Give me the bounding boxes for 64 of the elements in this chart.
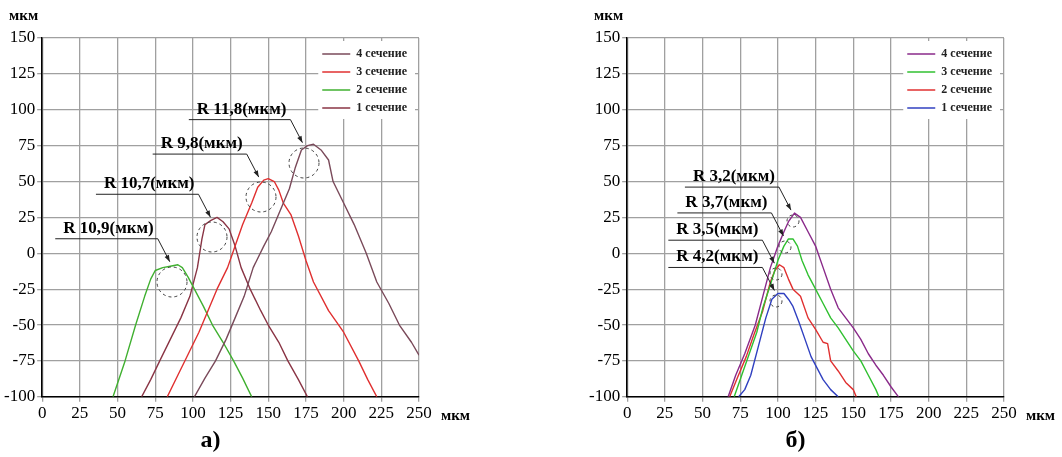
y-axis-title: мкм	[594, 7, 624, 24]
x-tick-label: 100	[180, 403, 206, 423]
x-axis-title: мкм	[441, 406, 471, 423]
y-tick-label: -100	[588, 386, 621, 406]
x-tick-label: 150	[255, 403, 282, 423]
x-tick-label: 225	[368, 403, 395, 423]
x-tick-label: 75	[146, 403, 164, 423]
y-tick-label: 100	[594, 99, 621, 119]
y-tick-label: 125	[594, 63, 621, 83]
x-tick-label: 75	[731, 403, 749, 423]
legend-label: 4 сечение	[356, 46, 408, 61]
y-tick-label: 125	[9, 63, 36, 83]
legend-label: 3 сечение	[941, 64, 993, 79]
y-tick-label: 100	[9, 99, 36, 119]
y-tick-label: 0	[611, 242, 621, 262]
x-tick-label: 125	[217, 403, 244, 423]
y-tick-label: -50	[12, 314, 36, 334]
y-tick-label: -100	[3, 386, 36, 406]
annotation: R 9,8(мкм)	[160, 132, 243, 152]
x-tick-label: 25	[656, 403, 674, 423]
annotation: R 3,2(мкм)	[692, 165, 775, 185]
y-tick-label: 25	[603, 206, 621, 226]
y-tick-label: -25	[12, 278, 36, 298]
x-tick-label: 25	[71, 403, 89, 423]
legend-label: 3 сечение	[356, 64, 408, 79]
y-tick-label: -75	[597, 350, 621, 370]
legend-label: 1 сечение	[356, 100, 408, 115]
x-axis-title: мкм	[1026, 406, 1056, 423]
annotation: R 4,2(мкм)	[676, 246, 759, 266]
text: б)	[785, 425, 806, 452]
x-tick-label: 50	[109, 403, 127, 423]
x-tick-label: 200	[330, 403, 357, 423]
y-tick-label: 50	[603, 170, 621, 190]
legend-label: 4 сечение	[941, 46, 993, 61]
x-tick-label: 175	[293, 403, 319, 423]
legend-label: 1 сечение	[941, 100, 993, 115]
legend-label: 2 сечение	[941, 82, 993, 97]
x-tick-label: 250	[406, 403, 432, 423]
annotation: R 11,8(мкм)	[196, 98, 287, 118]
x-tick-label: 225	[953, 403, 980, 423]
x-tick-label: 175	[878, 403, 904, 423]
y-tick-label: 150	[9, 27, 36, 47]
text: а)	[200, 425, 221, 452]
y-axis-title: мкм	[9, 7, 39, 24]
y-tick-label: 75	[18, 135, 36, 155]
annotation: R 10,9(мкм)	[63, 217, 154, 237]
x-tick-label: 250	[991, 403, 1017, 423]
y-tick-label: -25	[597, 278, 621, 298]
y-tick-label: 50	[18, 170, 36, 190]
y-tick-label: 0	[26, 242, 36, 262]
legend-label: 2 сечение	[356, 82, 408, 97]
x-tick-label: 150	[840, 403, 867, 423]
y-tick-label: 150	[594, 27, 621, 47]
x-tick-label: 200	[915, 403, 942, 423]
x-tick-label: 50	[694, 403, 712, 423]
annotation: R 3,7(мкм)	[685, 191, 768, 211]
y-tick-label: -50	[597, 314, 621, 334]
y-tick-label: -75	[12, 350, 36, 370]
annotation: R 3,5(мкм)	[676, 219, 759, 239]
x-tick-label: 125	[802, 403, 829, 423]
x-tick-label: 100	[765, 403, 791, 423]
annotation: R 10,7(мкм)	[103, 173, 195, 193]
y-tick-label: 25	[18, 206, 36, 226]
y-tick-label: 75	[603, 135, 621, 155]
